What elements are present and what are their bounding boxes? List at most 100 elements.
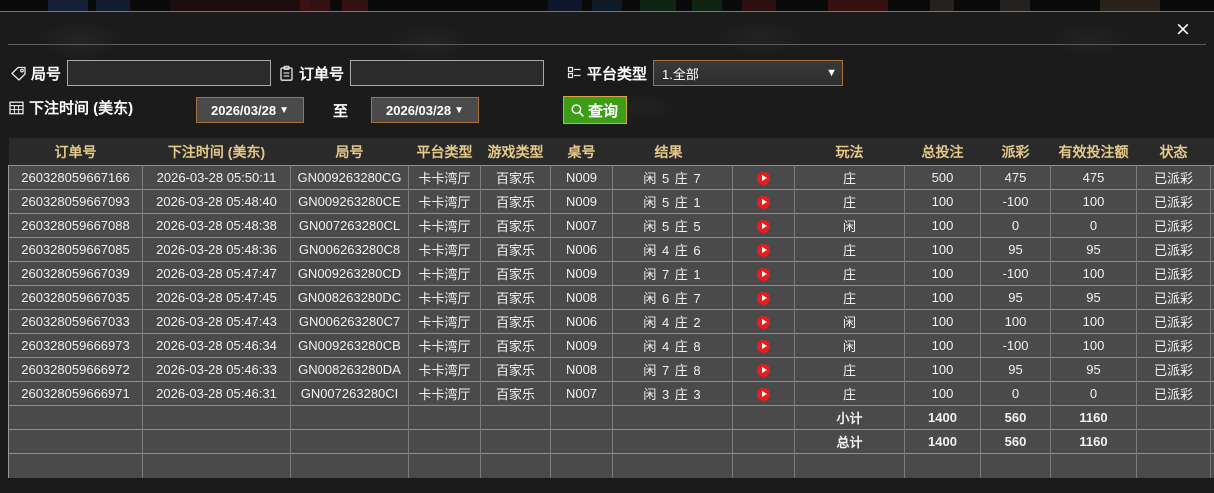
col-play[interactable]: 玩法: [794, 138, 905, 166]
bet-time-to-picker[interactable]: 2026/03/28 ▼: [371, 97, 479, 123]
replay-button-cell[interactable]: [732, 189, 795, 214]
cell-platform: 卡卡湾厅: [408, 165, 481, 190]
play-icon[interactable]: [757, 364, 770, 378]
cell-payout: 100: [980, 309, 1051, 334]
play-icon[interactable]: [757, 172, 770, 186]
search-button-label: 查询: [588, 102, 619, 120]
play-icon[interactable]: [757, 316, 770, 330]
play-icon[interactable]: [757, 244, 770, 258]
cell-status: 已派彩: [1136, 261, 1211, 286]
cell-order-no: 260328059667088: [8, 213, 143, 238]
replay-button-cell[interactable]: [732, 213, 795, 238]
cell-order-no: 260328059666972: [8, 357, 143, 382]
cell-total-bet: 100: [904, 285, 981, 310]
col-game-type[interactable]: 游戏类型: [480, 138, 551, 166]
list-icon: [566, 65, 583, 82]
table-row[interactable]: 260328059667093 2026-03-28 05:48:40 GN0092…: [8, 189, 1214, 214]
cell-payout: 95: [980, 237, 1051, 262]
replay-button-cell[interactable]: [732, 165, 795, 190]
cell-game-mode: 多台: [1210, 333, 1214, 358]
col-payout[interactable]: 派彩: [980, 138, 1051, 166]
table-row[interactable]: 260328059667166 2026-03-28 05:50:11 GN0092…: [8, 165, 1214, 190]
table-row[interactable]: 260328059667033 2026-03-28 05:47:43 GN0062…: [8, 309, 1214, 334]
col-round-no[interactable]: 局号: [290, 138, 409, 166]
cell-valid-bet: 95: [1050, 285, 1137, 310]
bet-time-label-text: 下注时间 (美东): [29, 100, 134, 117]
summary-total-bet: 1400: [904, 405, 981, 430]
col-status[interactable]: 状态: [1136, 138, 1211, 166]
bet-records-table: 订单号 下注时间 (美东) 局号 平台类型 游戏类型 桌号 结果 玩法 总投注 …: [8, 138, 1214, 478]
bet-records-table-wrap: 订单号 下注时间 (美东) 局号 平台类型 游戏类型 桌号 结果 玩法 总投注 …: [8, 138, 1214, 486]
cell-round-no: GN009263280CD: [290, 261, 409, 286]
play-icon[interactable]: [757, 220, 770, 234]
table-body: 260328059667166 2026-03-28 05:50:11 GN0092…: [8, 165, 1214, 478]
replay-button-cell[interactable]: [732, 261, 795, 286]
col-result[interactable]: 结果: [612, 138, 733, 166]
table-row[interactable]: 260328059667085 2026-03-28 05:48:36 GN0062…: [8, 237, 1214, 262]
play-icon[interactable]: [757, 292, 770, 306]
col-platform[interactable]: 平台类型: [408, 138, 481, 166]
table-row[interactable]: 260328059666972 2026-03-28 05:46:33 GN0082…: [8, 357, 1214, 382]
replay-button-cell[interactable]: [732, 237, 795, 262]
chevron-down-icon: ▼: [279, 104, 289, 116]
col-valid-bet[interactable]: 有效投注额: [1050, 138, 1137, 166]
play-icon[interactable]: [757, 268, 770, 282]
empty-row: [8, 453, 1214, 478]
cell-valid-bet: 95: [1050, 357, 1137, 382]
cell-game-type: 百家乐: [480, 285, 551, 310]
table-header-row: 订单号 下注时间 (美东) 局号 平台类型 游戏类型 桌号 结果 玩法 总投注 …: [8, 138, 1214, 166]
cell-platform: 卡卡湾厅: [408, 285, 481, 310]
cell-table-no: N009: [550, 333, 613, 358]
cell-play: 庄: [794, 189, 905, 214]
replay-button-cell[interactable]: [732, 333, 795, 358]
col-total-bet[interactable]: 总投注: [904, 138, 981, 166]
cell-game-type: 百家乐: [480, 237, 551, 262]
cell-round-no: GN007263280CI: [290, 381, 409, 406]
play-icon[interactable]: [757, 388, 770, 402]
cell-total-bet: 100: [904, 237, 981, 262]
play-icon[interactable]: [757, 196, 770, 210]
cell-table-no: N006: [550, 237, 613, 262]
order-no-label: 订单号: [278, 63, 344, 84]
replay-button-cell[interactable]: [732, 309, 795, 334]
col-bet-time[interactable]: 下注时间 (美东): [142, 138, 291, 166]
cell-table-no: N006: [550, 309, 613, 334]
close-icon[interactable]: ×: [1175, 18, 1191, 40]
replay-button-cell[interactable]: [732, 381, 795, 406]
empty-cell: [1210, 453, 1214, 478]
cell-table-no: N009: [550, 189, 613, 214]
col-order-no[interactable]: 订单号: [8, 138, 143, 166]
cell-table-no: N007: [550, 213, 613, 238]
cell-order-no: 260328059667085: [8, 237, 143, 262]
replay-button-cell[interactable]: [732, 357, 795, 382]
replay-button-cell[interactable]: [732, 285, 795, 310]
table-row[interactable]: 260328059667088 2026-03-28 05:48:38 GN0072…: [8, 213, 1214, 238]
bet-time-from-value: 2026/03/28: [211, 102, 277, 118]
table-row[interactable]: 260328059667039 2026-03-28 05:47:47 GN0092…: [8, 261, 1214, 286]
cell-bet-time: 2026-03-28 05:46:33: [142, 357, 291, 382]
table-row[interactable]: 260328059666971 2026-03-28 05:46:31 GN0072…: [8, 381, 1214, 406]
cell-result: 闲 6 庄 7: [612, 285, 733, 310]
bet-time-from-picker[interactable]: 2026/03/28 ▼: [196, 97, 304, 123]
cell-platform: 卡卡湾厅: [408, 237, 481, 262]
platform-type-select[interactable]: 1.全部 ▼: [653, 60, 844, 86]
summary-label: 总计: [794, 429, 905, 454]
cell-result: 闲 5 庄 7: [612, 165, 733, 190]
col-table-no[interactable]: 桌号: [550, 138, 613, 166]
table-row[interactable]: 260328059666973 2026-03-28 05:46:34 GN0092…: [8, 333, 1214, 358]
cell-valid-bet: 0: [1050, 213, 1137, 238]
cell-game-type: 百家乐: [480, 357, 551, 382]
play-icon[interactable]: [757, 340, 770, 354]
table-row[interactable]: 260328059667035 2026-03-28 05:47:45 GN0082…: [8, 285, 1214, 310]
empty-cell: [1050, 453, 1137, 478]
search-button[interactable]: 查询: [563, 96, 628, 124]
cell-bet-time: 2026-03-28 05:48:40: [142, 189, 291, 214]
order-no-input[interactable]: [350, 60, 545, 86]
dialog-titlebar: ×: [0, 12, 1214, 45]
summary-total-bet: 1400: [904, 429, 981, 454]
cell-play: 庄: [794, 381, 905, 406]
bet-time-between-label: 至: [333, 100, 348, 121]
round-no-input[interactable]: [67, 60, 272, 86]
col-game-mode[interactable]: 游戏模式: [1210, 138, 1214, 166]
cell-status: 已派彩: [1136, 357, 1211, 382]
